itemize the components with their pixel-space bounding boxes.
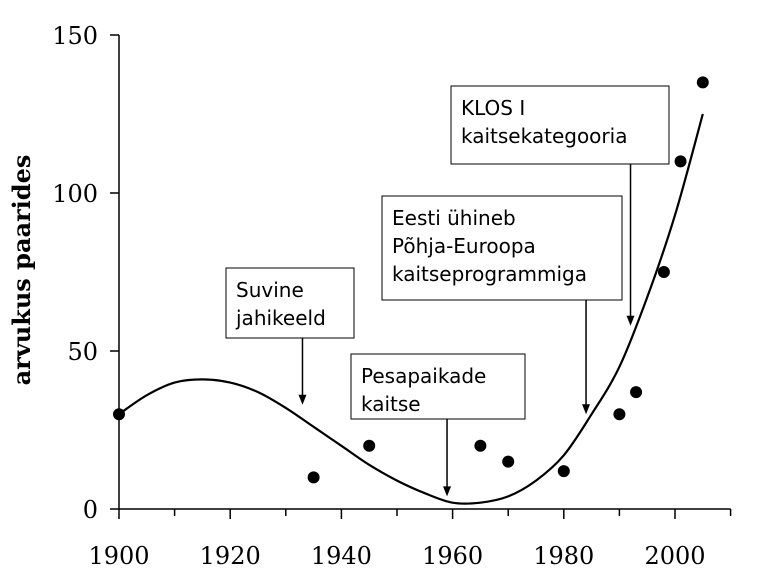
annotation-text: kaitseprogrammiga bbox=[392, 262, 587, 286]
annotation-box bbox=[350, 353, 526, 420]
annotation: Suvine jahikeeld bbox=[225, 267, 355, 405]
annotation: Eesti ühineb Põhja-Euroopa kaitseprogrammi… bbox=[381, 195, 623, 415]
annotation-box bbox=[381, 195, 623, 301]
annotation-text: jahikeeld bbox=[235, 306, 326, 330]
trendline bbox=[118, 113, 704, 505]
y-tick-label: 50 bbox=[67, 338, 98, 366]
data-point bbox=[502, 455, 515, 468]
x-tick-label: 1960 bbox=[422, 542, 483, 570]
trendline-layer bbox=[118, 113, 704, 505]
x-tick-label: 1940 bbox=[311, 542, 372, 570]
annotation-text: kaitse bbox=[361, 392, 421, 416]
annotation-box bbox=[450, 85, 670, 165]
x-tick-label: 1920 bbox=[200, 542, 261, 570]
annotation-arrowhead bbox=[298, 394, 307, 405]
data-point bbox=[113, 408, 125, 421]
points-layer bbox=[113, 76, 709, 484]
annotation-text: Eesti ühineb bbox=[392, 206, 516, 230]
x-tick-label: 2000 bbox=[644, 542, 705, 570]
data-point bbox=[630, 386, 643, 399]
data-point bbox=[657, 266, 670, 278]
y-tick-label: 100 bbox=[52, 180, 98, 208]
annotation-arrowhead bbox=[443, 486, 452, 497]
data-point bbox=[557, 465, 570, 478]
annotation: Pesapaikade kaitse bbox=[350, 353, 526, 497]
annotation-arrowhead bbox=[582, 404, 591, 415]
data-point bbox=[363, 439, 376, 452]
annotation-text: Suvine bbox=[236, 278, 304, 302]
x-tick-label: 1980 bbox=[533, 542, 594, 570]
annotation-text: KLOS I bbox=[461, 96, 525, 120]
data-point bbox=[696, 76, 709, 89]
data-point bbox=[674, 155, 687, 168]
data-point bbox=[613, 408, 626, 421]
data-point bbox=[474, 439, 487, 452]
data-point bbox=[307, 471, 320, 484]
y-axis-title: arvukus paarides bbox=[7, 155, 36, 386]
y-tick-label: 0 bbox=[83, 496, 98, 524]
x-tick-label: 1900 bbox=[88, 542, 149, 570]
axes: 0 50 100 150 1900 1920 1940 1960 1980 2000 bbox=[52, 22, 732, 570]
annotation-text: kaitsekategooria bbox=[461, 124, 627, 148]
annotation: KLOS I kaitsekategooria bbox=[450, 85, 670, 326]
annotation-text: Pesapaikade bbox=[361, 364, 486, 388]
annotation-box bbox=[225, 267, 355, 339]
annotation-arrowhead bbox=[626, 315, 635, 326]
annotation-text: Põhja-Euroopa bbox=[392, 234, 536, 258]
y-tick-label: 150 bbox=[52, 22, 98, 50]
